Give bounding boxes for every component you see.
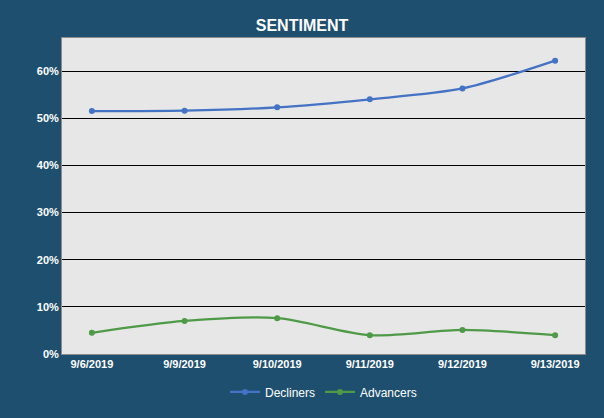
svg-text:Decliners: Decliners	[265, 386, 315, 400]
svg-text:9/10/2019: 9/10/2019	[253, 358, 302, 370]
svg-text:20%: 20%	[37, 254, 59, 266]
svg-text:10%: 10%	[37, 301, 59, 313]
svg-text:9/6/2019: 9/6/2019	[70, 358, 113, 370]
svg-text:50%: 50%	[37, 112, 59, 124]
svg-text:9/9/2019: 9/9/2019	[163, 358, 206, 370]
svg-text:0%: 0%	[43, 348, 59, 360]
svg-text:9/12/2019: 9/12/2019	[438, 358, 487, 370]
svg-text:9/11/2019: 9/11/2019	[346, 358, 394, 370]
svg-text:9/13/2019: 9/13/2019	[531, 358, 580, 370]
svg-text:SENTIMENT: SENTIMENT	[256, 17, 349, 34]
svg-text:60%: 60%	[37, 65, 59, 77]
svg-text:30%: 30%	[37, 206, 59, 218]
svg-text:40%: 40%	[37, 159, 59, 171]
svg-text:Advancers: Advancers	[360, 386, 417, 400]
